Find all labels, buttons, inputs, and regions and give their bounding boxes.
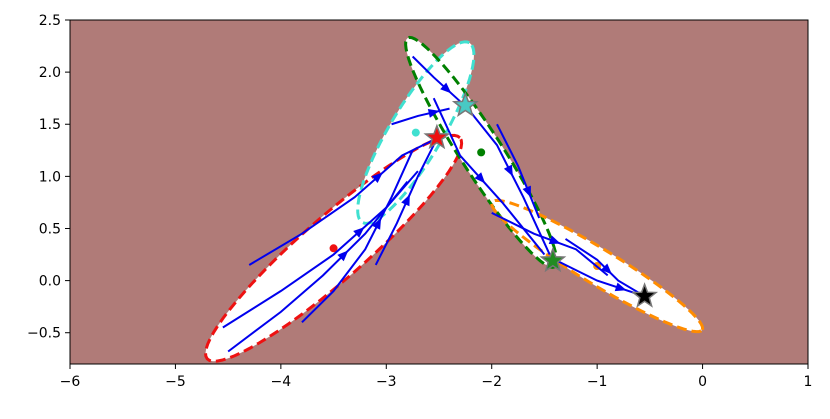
x-tick-label: −2 — [481, 374, 502, 390]
y-tick-label: 2.0 — [39, 65, 61, 81]
stream-arrow — [372, 217, 382, 230]
stream-arrow — [401, 194, 410, 207]
region-boundary — [490, 198, 705, 334]
star — [631, 282, 659, 308]
stream-arrow — [614, 282, 627, 292]
region-boundary — [204, 133, 464, 363]
y-tick-label: 2.5 — [39, 13, 61, 29]
stream-arrow — [371, 172, 383, 184]
y-tick-label: 1.5 — [39, 117, 61, 133]
streamline — [301, 149, 414, 324]
stream-arrow — [600, 263, 612, 275]
streamline — [554, 258, 645, 298]
region-center — [477, 148, 486, 157]
plot-frame — [69, 19, 809, 365]
x-tick-label: 1 — [804, 374, 813, 390]
region-center — [411, 128, 420, 137]
y-tick-label: 0.0 — [39, 274, 61, 290]
stream-arrow — [522, 185, 531, 198]
stream-arrow — [337, 250, 349, 262]
stream-arrow — [474, 172, 486, 184]
region-center — [329, 244, 338, 253]
stream-arrow — [503, 164, 513, 177]
x-tick-label: −4 — [271, 374, 292, 390]
x-tick-label: −6 — [60, 374, 81, 390]
star — [539, 246, 567, 273]
y-tick-label: 0.5 — [39, 221, 61, 237]
x-tick-label: −1 — [587, 374, 608, 390]
y-tick-label: 1.0 — [39, 169, 61, 185]
stream-arrow — [353, 227, 365, 238]
y-tick-label: −0.5 — [27, 326, 61, 342]
star — [451, 91, 479, 117]
stream-arrow — [427, 108, 440, 118]
streamline — [227, 180, 409, 353]
x-tick-label: 0 — [698, 374, 707, 390]
star — [423, 123, 451, 150]
stream-arrow — [548, 235, 561, 244]
x-tick-label: −3 — [376, 374, 397, 390]
stream-arrow — [440, 82, 452, 94]
x-tick-label: −5 — [165, 374, 186, 390]
streamline — [496, 123, 541, 219]
